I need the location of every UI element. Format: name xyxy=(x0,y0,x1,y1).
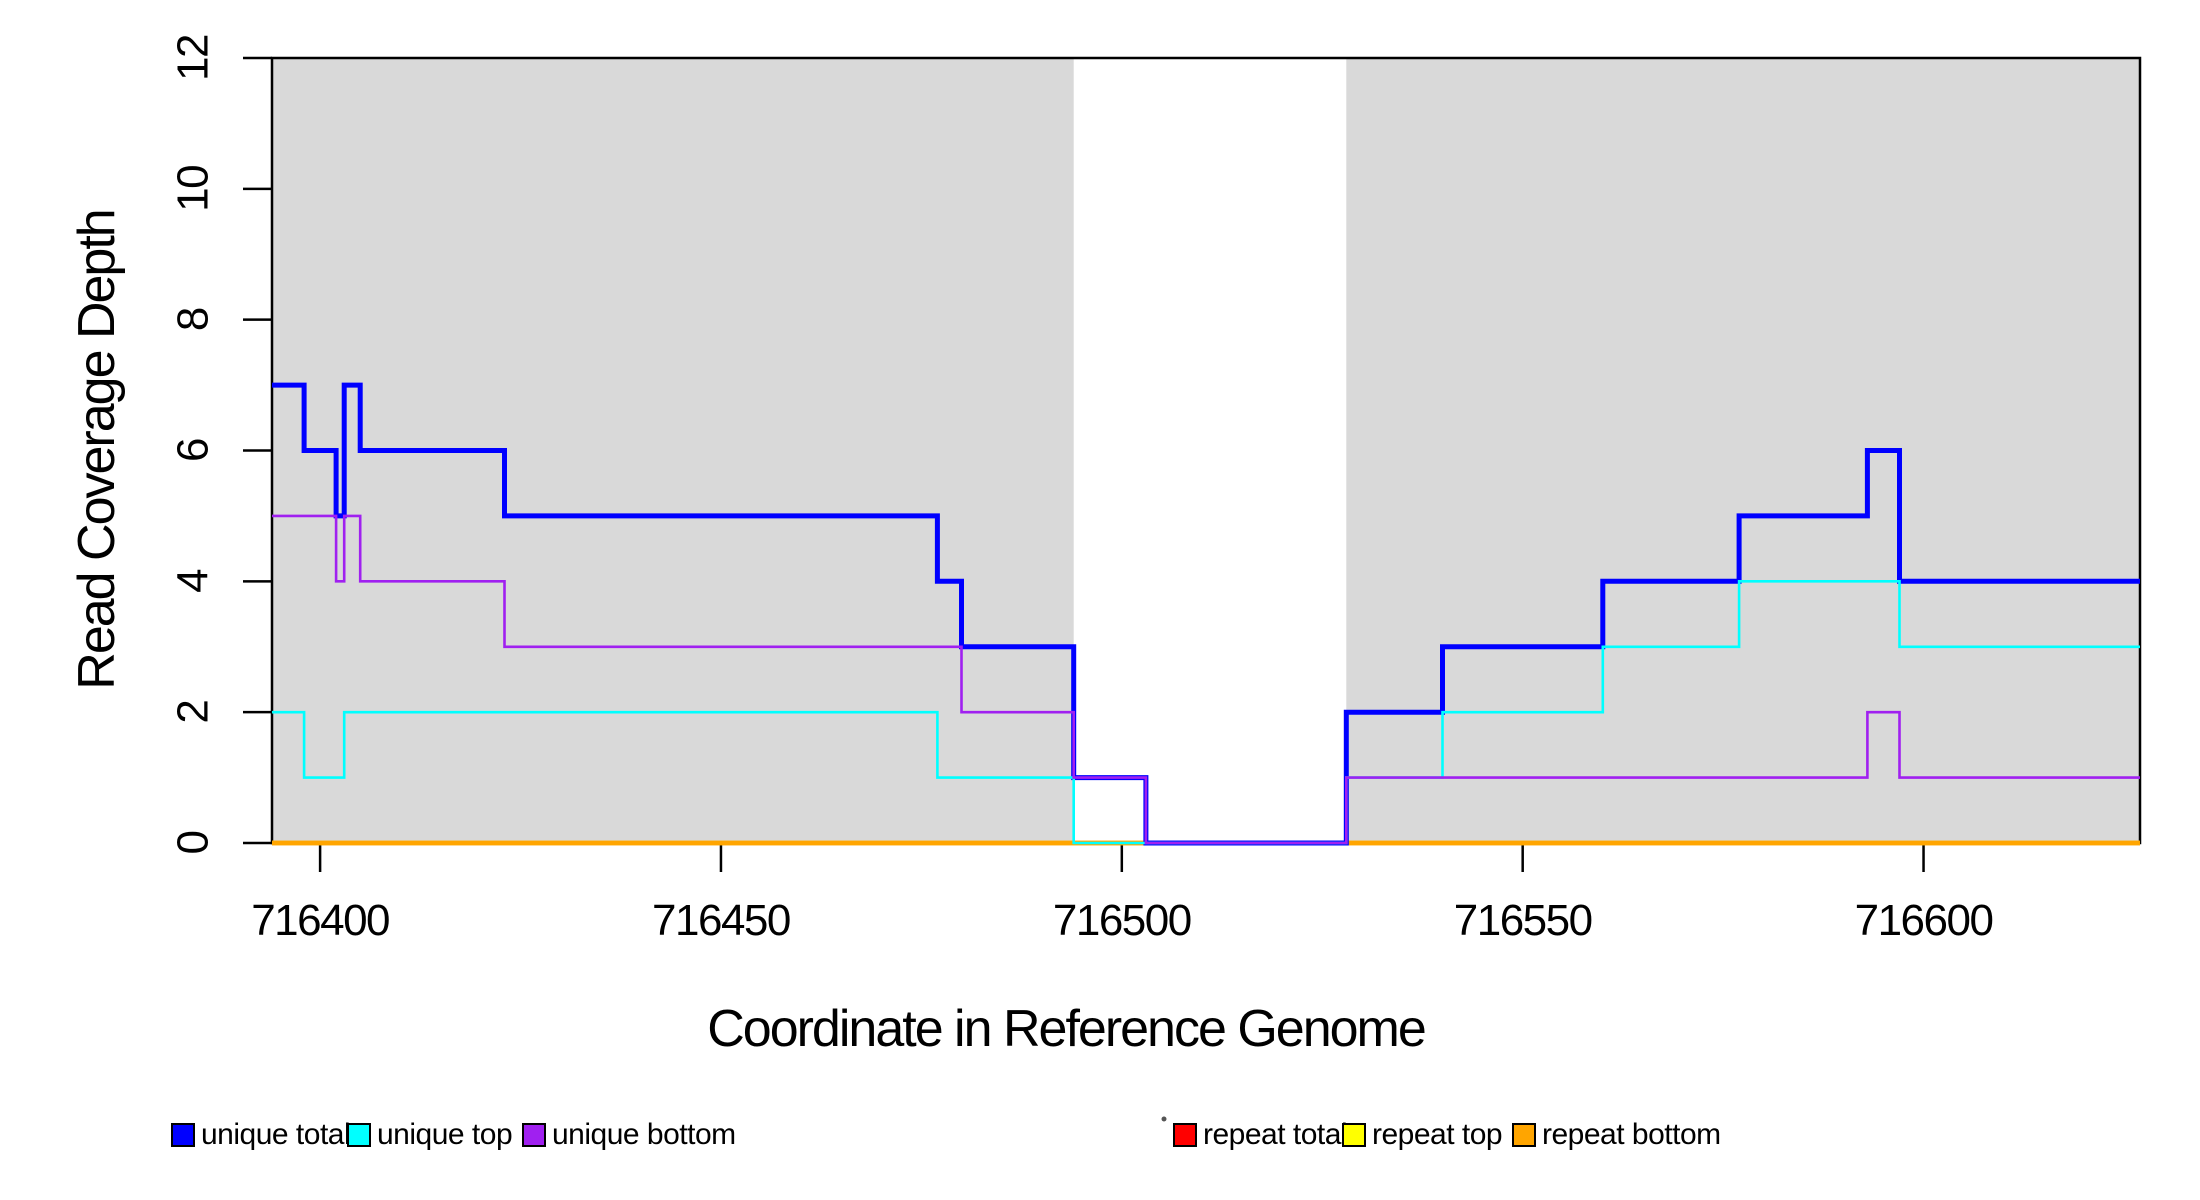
y-tick-label: 4 xyxy=(169,569,218,593)
x-tick-label: 716450 xyxy=(652,896,790,945)
series-line-unique-bottom xyxy=(272,514,2140,845)
stray-dot-artifact xyxy=(1161,1116,1167,1122)
right-shaded-region xyxy=(1346,58,2140,843)
x-tick-label: 716600 xyxy=(1855,896,1993,945)
x-tick-label: 716400 xyxy=(251,896,389,945)
y-axis-title: Read Coverage Depth xyxy=(68,210,126,689)
series-lines xyxy=(272,382,2140,846)
y-tick-label: 0 xyxy=(169,831,218,854)
x-tick-label: 716550 xyxy=(1454,896,1592,945)
y-tick-label: 12 xyxy=(169,35,218,81)
axis-ticks: 716400 716450 716500 716550 716600 0 2 4 6 8 10 12 xyxy=(169,35,1994,945)
y-tick-label: 8 xyxy=(169,308,218,331)
y-tick-label: 10 xyxy=(169,166,218,212)
x-tick-label: 716500 xyxy=(1053,896,1191,945)
x-axis-title: Coordinate in Reference Genome xyxy=(707,1000,1425,1058)
shaded-regions xyxy=(272,58,2140,843)
y-tick-label: 6 xyxy=(169,439,218,462)
y-tick-label: 2 xyxy=(169,701,218,724)
